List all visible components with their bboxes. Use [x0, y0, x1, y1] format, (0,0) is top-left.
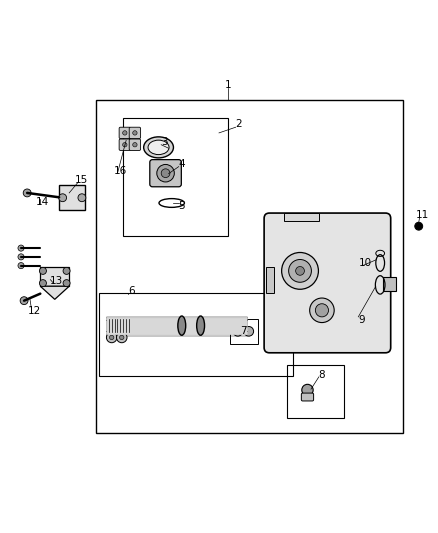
Circle shape — [161, 169, 170, 177]
Circle shape — [157, 165, 174, 182]
Circle shape — [315, 304, 328, 317]
FancyBboxPatch shape — [264, 213, 391, 353]
Bar — [230, 319, 258, 344]
Circle shape — [233, 327, 243, 336]
Circle shape — [106, 332, 117, 343]
Circle shape — [18, 254, 24, 260]
Text: 1: 1 — [224, 80, 231, 90]
Polygon shape — [40, 286, 69, 300]
Circle shape — [302, 384, 313, 395]
Bar — [59, 185, 85, 211]
Circle shape — [123, 131, 127, 135]
Text: 9: 9 — [358, 315, 365, 325]
Circle shape — [63, 280, 70, 287]
Text: 10: 10 — [359, 258, 372, 268]
Circle shape — [39, 280, 46, 287]
Ellipse shape — [178, 316, 186, 335]
Circle shape — [123, 142, 127, 147]
Text: 12: 12 — [28, 306, 41, 316]
Circle shape — [310, 298, 334, 322]
FancyBboxPatch shape — [119, 139, 131, 150]
Circle shape — [120, 335, 124, 340]
Circle shape — [110, 335, 114, 340]
Text: 4: 4 — [178, 159, 185, 168]
Bar — [287, 365, 344, 418]
Circle shape — [23, 189, 31, 197]
Circle shape — [117, 332, 127, 343]
Circle shape — [59, 194, 67, 201]
Text: 6: 6 — [128, 286, 135, 296]
Circle shape — [296, 266, 304, 275]
Circle shape — [282, 253, 318, 289]
Circle shape — [20, 297, 28, 304]
Circle shape — [289, 260, 311, 282]
Text: 3: 3 — [161, 136, 168, 147]
Circle shape — [244, 327, 254, 336]
FancyBboxPatch shape — [129, 127, 141, 139]
Circle shape — [18, 245, 24, 251]
Circle shape — [133, 131, 137, 135]
Text: 7: 7 — [240, 326, 247, 336]
Ellipse shape — [148, 140, 169, 155]
Circle shape — [415, 222, 423, 230]
Text: 8: 8 — [318, 370, 325, 379]
FancyBboxPatch shape — [301, 393, 314, 401]
Text: 15: 15 — [74, 175, 88, 185]
Text: 5: 5 — [178, 201, 185, 211]
Bar — [383, 278, 396, 290]
Bar — [99, 293, 293, 376]
Bar — [284, 213, 319, 221]
Text: 11: 11 — [416, 210, 429, 220]
Text: 2: 2 — [235, 119, 242, 129]
Bar — [96, 100, 403, 433]
Ellipse shape — [144, 137, 173, 158]
Circle shape — [18, 263, 24, 269]
Circle shape — [78, 194, 86, 201]
Circle shape — [39, 268, 46, 274]
Text: 13: 13 — [49, 276, 63, 286]
Ellipse shape — [197, 316, 205, 335]
Circle shape — [133, 142, 137, 147]
Text: 16: 16 — [114, 166, 127, 176]
FancyBboxPatch shape — [129, 139, 141, 150]
Polygon shape — [40, 268, 69, 286]
FancyBboxPatch shape — [119, 127, 131, 139]
Text: 14: 14 — [36, 197, 49, 207]
FancyBboxPatch shape — [150, 159, 181, 187]
Bar — [266, 266, 274, 293]
Bar — [123, 118, 228, 236]
Circle shape — [63, 268, 70, 274]
